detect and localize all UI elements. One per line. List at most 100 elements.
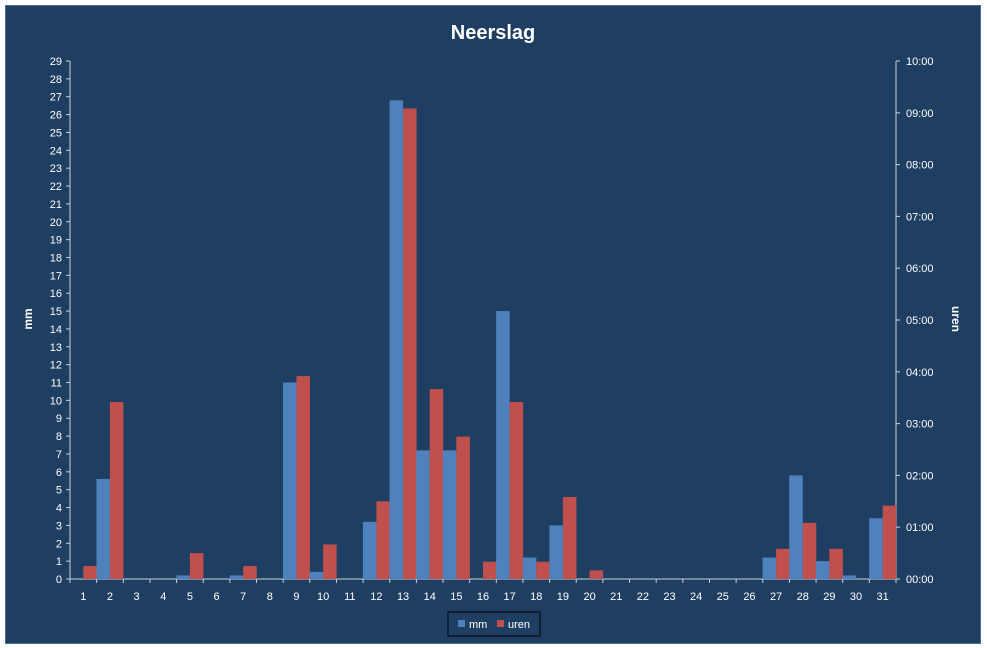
y-tick-label: 27	[50, 92, 62, 104]
x-tick-label: 29	[823, 591, 835, 603]
y-tick-label: 25	[50, 127, 62, 139]
legend: mm uren	[447, 611, 541, 637]
bar-uren	[776, 548, 790, 579]
bar-mm	[549, 525, 563, 579]
legend-swatch-uren	[497, 620, 504, 627]
chart-title: Neerslag	[451, 22, 536, 44]
bar-uren	[509, 402, 524, 579]
bar-uren	[83, 566, 97, 579]
bar-mm	[96, 478, 110, 579]
x-tick-label: 24	[690, 591, 702, 603]
y-tick-label: 22	[50, 181, 62, 193]
y2-tick-label: 03:00	[906, 419, 934, 431]
bar-mm	[815, 561, 830, 579]
bar-mm	[389, 100, 404, 579]
y-tick-label: 4	[56, 503, 62, 515]
y-tick-label: 2	[56, 538, 62, 550]
x-tick-label: 17	[504, 591, 516, 603]
y2-tick-label: 10:00	[906, 56, 934, 68]
x-tick-label: 26	[743, 591, 755, 603]
x-tick-label: 11	[344, 591, 355, 603]
legend-label-uren: uren	[508, 619, 530, 631]
legend-swatch-mm	[458, 620, 465, 627]
bar-mm	[309, 571, 324, 579]
y2-tick-label: 00:00	[906, 574, 934, 586]
y2-tick-label: 02:00	[906, 470, 934, 482]
x-tick-label: 8	[267, 591, 273, 603]
x-tick-label: 4	[160, 591, 166, 603]
y-tick-label: 24	[50, 145, 62, 157]
y-tick-label: 23	[50, 163, 62, 175]
x-tick-label: 19	[557, 591, 569, 603]
y-tick-label: 5	[56, 485, 62, 497]
x-tick-label: 16	[477, 591, 489, 603]
bar-uren	[296, 376, 310, 579]
bar-uren	[802, 522, 817, 579]
bar-mm	[416, 450, 430, 579]
y-tick-label: 8	[56, 431, 62, 443]
x-tick-label: 2	[107, 591, 113, 603]
x-tick-label: 15	[450, 591, 462, 603]
y-tick-label: 11	[51, 378, 62, 390]
x-tick-label: 10	[317, 591, 329, 603]
bar-uren	[882, 505, 897, 579]
rainfall-chart: Neerslag mm uren 01234567891011121314151…	[21, 22, 963, 637]
y-tick-label: 9	[56, 413, 62, 425]
bar-uren	[536, 561, 550, 579]
y-tick-label: 20	[50, 217, 62, 229]
bar-uren	[483, 561, 497, 579]
y-tick-label: 14	[50, 324, 62, 336]
x-tick-label: 14	[424, 591, 436, 603]
bar-mm	[282, 382, 297, 579]
x-tick-label: 22	[637, 591, 649, 603]
bar-mm	[789, 475, 803, 579]
x-tick-label: 21	[610, 591, 622, 603]
legend-label-mm: mm	[469, 619, 487, 631]
bar-mm	[176, 575, 190, 579]
x-tick-label: 25	[717, 591, 729, 603]
y-tick-label: 13	[50, 342, 62, 354]
bar-mm	[496, 311, 510, 579]
y-tick-label: 26	[50, 110, 62, 122]
bar-uren	[429, 389, 444, 579]
bar-uren	[109, 402, 124, 579]
y-tick-label: 19	[50, 235, 62, 247]
bar-mm	[869, 518, 883, 579]
bar-uren	[456, 436, 470, 579]
y-tick-label: 1	[56, 556, 62, 568]
y-tick-label: 12	[50, 360, 62, 372]
y2-tick-label: 05:00	[906, 315, 934, 327]
bar-uren	[403, 108, 417, 579]
bar-mm	[842, 575, 857, 579]
chart-frame: Neerslag mm uren 0 1 2 3 4 5 6 7 8 9 10 11 12 13 14 15 1…	[5, 5, 981, 644]
y2-tick-label: 07:00	[906, 211, 934, 223]
x-tick-label: 31	[877, 591, 889, 603]
x-tick-label: 3	[134, 591, 140, 603]
x-tick-label: 5	[187, 591, 193, 603]
y-axis-label: mm	[21, 308, 35, 329]
y-tick-label: 6	[56, 467, 62, 479]
y2-tick-label: 09:00	[906, 108, 934, 120]
y-tick-label: 21	[50, 199, 62, 211]
y-tick-label: 3	[56, 520, 62, 532]
y-tick-label: 29	[50, 56, 62, 68]
y2-axis-label: uren	[949, 306, 963, 332]
x-tick-label: 30	[850, 591, 862, 603]
bar-mm	[229, 575, 244, 579]
y2-tick-label: 06:00	[906, 263, 934, 275]
y-tick-label: 15	[50, 306, 62, 318]
y2-tick-label: 01:00	[906, 522, 934, 534]
y-tick-label: 16	[50, 288, 62, 300]
bar-uren	[376, 501, 390, 579]
x-tick-label: 27	[770, 591, 782, 603]
bar-uren	[562, 496, 577, 579]
x-tick-label: 6	[213, 591, 219, 603]
bar-uren	[829, 548, 843, 579]
bar-uren	[589, 570, 604, 579]
x-tick-label: 23	[663, 591, 675, 603]
y2-tick-label: 04:00	[906, 367, 934, 379]
y-tick-label: 0	[56, 574, 62, 586]
bar-uren	[323, 544, 337, 579]
x-tick-label: 20	[583, 591, 595, 603]
bar-uren	[243, 566, 257, 579]
